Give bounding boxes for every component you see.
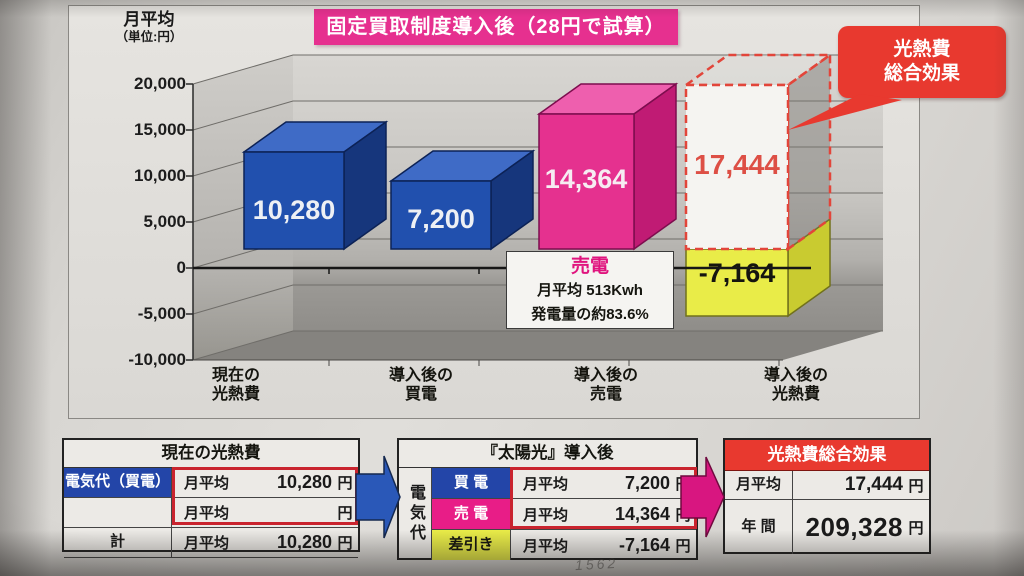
row-value-cell: 月平均 10,280 円 (172, 468, 358, 497)
table-after-body: 電気代 買 電 月平均 7,200 円 売 電 月平均 14,364 円 差引き (399, 468, 696, 560)
table-effect-title: 光熱費総合効果 (725, 440, 929, 471)
bar-value-sell: 14,364 (545, 164, 628, 194)
table-row: 差引き 月平均 -7,164 円 (432, 530, 696, 560)
category-line: 現在の (211, 367, 260, 384)
row-header-total: 計 (64, 528, 172, 557)
category-line: 売電 (589, 386, 622, 403)
row-header-sell: 売 電 (432, 499, 511, 529)
yen-unit: 円 (908, 519, 924, 537)
category-label-buy: 導入後の 買電 (356, 366, 486, 404)
category-label-after-cost: 導入後の 光熱費 (731, 366, 861, 404)
bar-value-net: -7,164 (699, 258, 776, 288)
y-tick-20000: 20,000 (134, 74, 186, 93)
yen-unit: 円 (337, 475, 353, 492)
table-current-cost: 現在の光熱費 電気代（買電） 月平均 10,280 円 月平均 円 計 月平均 … (62, 438, 360, 558)
yen-unit: 円 (675, 506, 691, 524)
category-line: 導入後の (388, 367, 453, 384)
category-line: 光熱費 (211, 386, 260, 403)
yen-unit: 円 (337, 505, 353, 522)
monthly-value: 7,200 (624, 472, 670, 493)
table-row: 月平均 円 (64, 498, 358, 528)
callout-line2: 総合効果 (883, 63, 960, 84)
table-total-effect: 光熱費総合効果 月平均 17,444 円 年 間 209,328 円 (723, 438, 931, 554)
row-header-annual: 年 間 (725, 500, 793, 554)
blue-flow-arrow (355, 455, 401, 539)
sell-annotation-title: 売電 (570, 256, 609, 277)
monthly-value: 14,364 (614, 503, 670, 524)
monthly-label: 月平均 (523, 475, 569, 493)
bar-value-gross-effect: 17,444 (694, 149, 780, 180)
y-axis-unit: （単位:円） (115, 30, 183, 44)
y-axis-title: 月平均 （単位:円） (79, 10, 219, 45)
group-label-electricity: 電気代 (399, 468, 432, 560)
row-header-monthly: 月平均 (725, 471, 793, 499)
handwritten-note: 1562 (574, 554, 619, 574)
annual-effect-value: 209,328 (805, 511, 903, 542)
table-row: 電気代（買電） 月平均 10,280 円 (64, 468, 358, 498)
monthly-value: -7,164 (618, 534, 670, 555)
monthly-label: 月平均 (184, 505, 230, 522)
table-after-rows: 買 電 月平均 7,200 円 売 電 月平均 14,364 円 差引き 月平均 (432, 468, 696, 560)
bar-value-buy: 7,200 (407, 204, 475, 234)
bar-value-current: 10,280 (253, 195, 336, 225)
table-row: 買 電 月平均 7,200 円 (432, 468, 696, 499)
yen-unit: 円 (337, 535, 353, 552)
chart-panel: 10,280 7,200 14,364 17,444 -7,164 固定買取制度… (68, 5, 920, 419)
row-value-cell: 17,444 円 (793, 471, 929, 499)
table-after-install: 『太陽光』導入後 電気代 買 電 月平均 7,200 円 売 電 月平均 14,… (397, 438, 698, 560)
table-after-title: 『太陽光』導入後 (399, 440, 696, 468)
category-line: 導入後の (573, 367, 638, 384)
sell-annotation-box: 売電 月平均 513Kwh 発電量の約83.6% (506, 251, 674, 329)
yen-unit: 円 (675, 537, 691, 555)
row-value-cell: 月平均 14,364 円 (511, 499, 696, 529)
bar-current-cost (241, 120, 389, 251)
monthly-label: 月平均 (523, 506, 569, 524)
total-effect-callout: 光熱費 総合効果 (838, 26, 1006, 98)
y-axis-line (186, 83, 194, 361)
category-line: 導入後の (763, 367, 828, 384)
callout-line1: 光熱費 (893, 39, 951, 60)
table-current-title: 現在の光熱費 (64, 440, 358, 468)
y-tick-0: 0 (176, 258, 186, 277)
table-row: 計 月平均 10,280 円 (64, 528, 358, 558)
table-row: 売 電 月平均 14,364 円 (432, 499, 696, 530)
3d-bar-plot: 10,280 7,200 14,364 17,444 -7,164 (186, 52, 883, 366)
row-header-empty (64, 498, 172, 527)
row-header-buy: 買 電 (432, 468, 511, 498)
yen-unit: 円 (908, 477, 924, 495)
row-value-cell: 月平均 10,280 円 (172, 528, 358, 557)
y-tick-10000: 10,000 (134, 166, 186, 185)
category-line: 光熱費 (771, 386, 820, 403)
floor (193, 331, 883, 360)
chart-title-banner: 固定買取制度導入後（28円で試算） (314, 9, 678, 45)
sell-annotation-line2: 発電量の約83.6% (531, 306, 649, 323)
monthly-label: 月平均 (184, 535, 230, 552)
row-value-cell: 月平均 7,200 円 (511, 468, 696, 498)
bar-buy-after (388, 149, 536, 251)
monthly-effect-value: 17,444 (844, 474, 903, 495)
y-tick-5000: 5,000 (143, 212, 186, 231)
table-row: 月平均 17,444 円 (725, 471, 929, 500)
monthly-label: 月平均 (184, 475, 230, 492)
row-value-cell: 209,328 円 (793, 500, 929, 554)
sell-annotation-line1: 月平均 513Kwh (537, 282, 643, 299)
table-row: 年 間 209,328 円 (725, 500, 929, 554)
category-label-current: 現在の 光熱費 (171, 366, 301, 404)
y-tick-neg5000: -5,000 (137, 304, 186, 323)
yen-unit: 円 (675, 475, 691, 493)
row-value-cell: 月平均 円 (172, 498, 358, 527)
y-axis-title-text: 月平均 (123, 10, 175, 29)
monthly-label: 月平均 (523, 537, 569, 555)
row-header-balance: 差引き (432, 530, 511, 560)
monthly-value: 10,280 (276, 472, 332, 492)
row-header-electricity-buy: 電気代（買電） (64, 468, 172, 497)
category-line: 買電 (404, 386, 437, 403)
y-tick-15000: 15,000 (134, 120, 186, 139)
category-label-sell: 導入後の 売電 (541, 366, 671, 404)
monthly-value: 10,280 (276, 532, 332, 552)
